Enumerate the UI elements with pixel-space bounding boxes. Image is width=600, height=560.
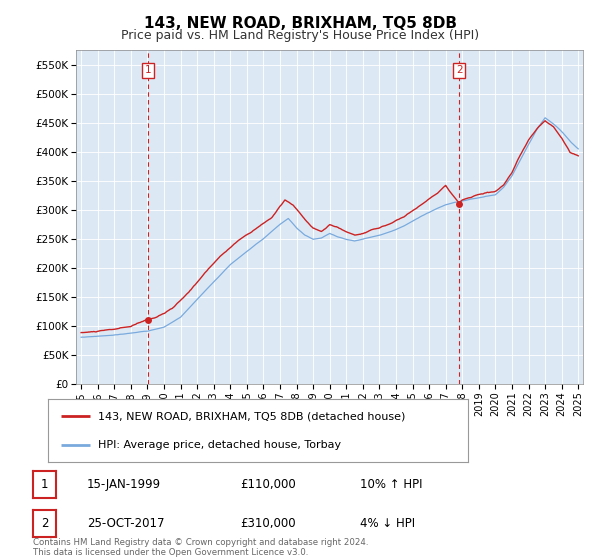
Text: 1: 1	[41, 478, 48, 491]
Text: 143, NEW ROAD, BRIXHAM, TQ5 8DB: 143, NEW ROAD, BRIXHAM, TQ5 8DB	[143, 16, 457, 31]
Text: 143, NEW ROAD, BRIXHAM, TQ5 8DB (detached house): 143, NEW ROAD, BRIXHAM, TQ5 8DB (detache…	[98, 411, 406, 421]
Text: 10% ↑ HPI: 10% ↑ HPI	[360, 478, 422, 491]
Text: 2: 2	[456, 66, 463, 76]
Text: 1: 1	[145, 66, 151, 76]
Text: 4% ↓ HPI: 4% ↓ HPI	[360, 517, 415, 530]
Text: Price paid vs. HM Land Registry's House Price Index (HPI): Price paid vs. HM Land Registry's House …	[121, 29, 479, 42]
Text: HPI: Average price, detached house, Torbay: HPI: Average price, detached house, Torb…	[98, 440, 341, 450]
Text: £110,000: £110,000	[240, 478, 296, 491]
Text: 15-JAN-1999: 15-JAN-1999	[87, 478, 161, 491]
Text: 25-OCT-2017: 25-OCT-2017	[87, 517, 164, 530]
Text: 2: 2	[41, 517, 48, 530]
Text: Contains HM Land Registry data © Crown copyright and database right 2024.
This d: Contains HM Land Registry data © Crown c…	[33, 538, 368, 557]
Text: £310,000: £310,000	[240, 517, 296, 530]
